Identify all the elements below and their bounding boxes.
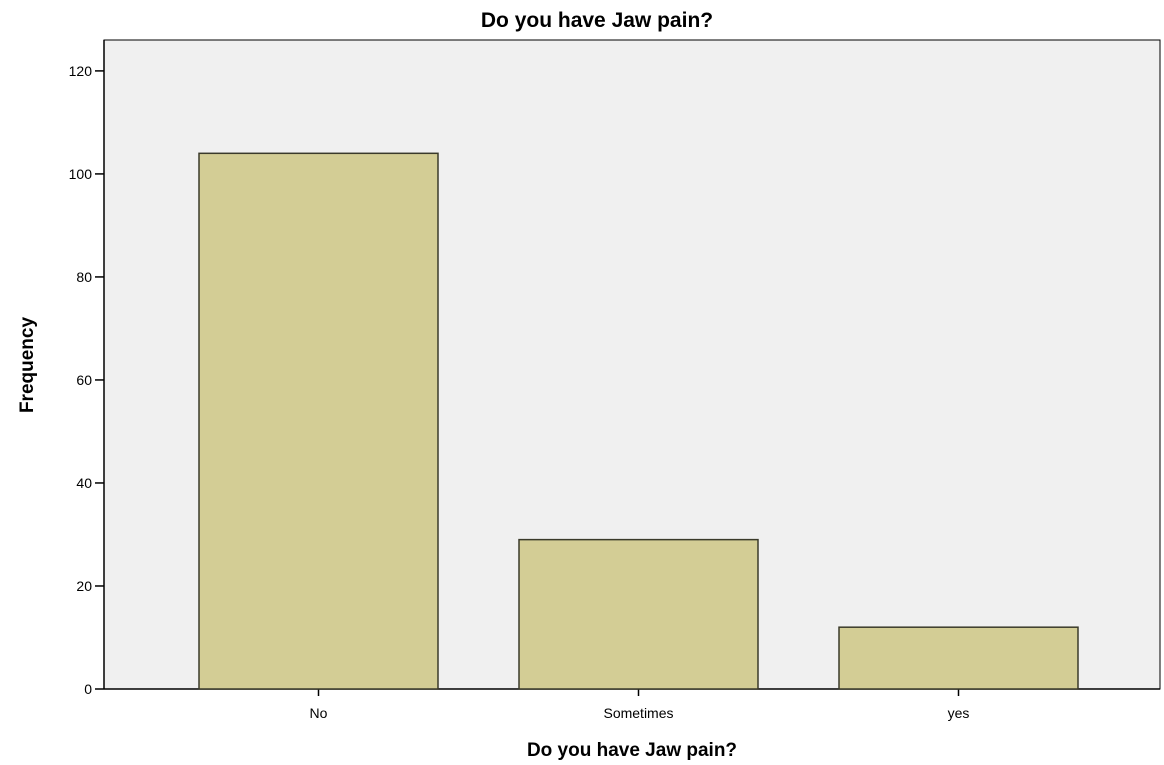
y-tick-label: 60	[76, 372, 92, 388]
y-axis: 0 20 40 60 80 100 120	[69, 40, 105, 697]
bar-sometimes	[518, 538, 759, 690]
y-axis-title: Frequency	[17, 317, 38, 414]
x-axis-title: Do you have Jaw pain?	[527, 740, 737, 761]
y-tick-label: 100	[69, 166, 93, 182]
x-tick-label: Sometimes	[603, 705, 673, 721]
x-tick-label: No	[310, 705, 328, 721]
x-axis: No Sometimes yes	[104, 688, 1160, 721]
bars	[198, 152, 1079, 690]
bar-no	[198, 152, 439, 690]
y-tick-label: 40	[76, 475, 92, 491]
y-tick-label: 120	[69, 63, 93, 79]
y-tick-label: 20	[76, 578, 92, 594]
chart-title: Do you have Jaw pain?	[481, 9, 713, 32]
bar-yes	[838, 626, 1079, 690]
y-tick-label: 0	[84, 681, 92, 697]
y-tick-label: 80	[76, 269, 92, 285]
x-tick-label: yes	[948, 705, 970, 721]
